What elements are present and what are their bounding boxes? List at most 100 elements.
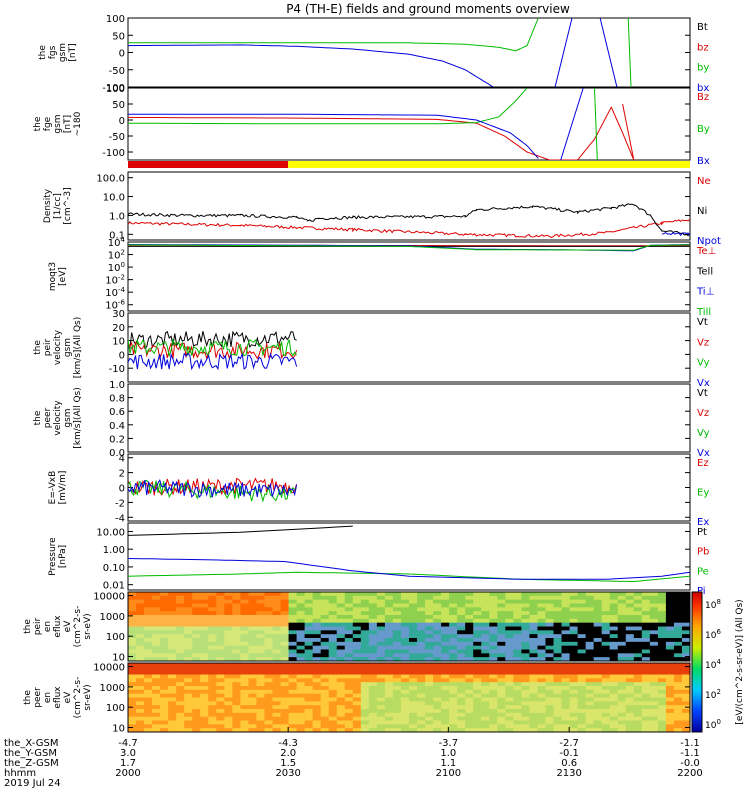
spectro-cell [184, 657, 193, 661]
spectro-cell [192, 670, 201, 676]
spectro-cell [336, 603, 346, 608]
spectro-cell [545, 618, 555, 624]
spectro-cell [224, 599, 233, 605]
spectro-cell [176, 709, 185, 714]
spectro-cell [160, 615, 169, 620]
spectro-cell [280, 678, 290, 683]
spectro-cell [449, 626, 458, 631]
spectro-cell [457, 716, 466, 722]
spectro-cell [320, 649, 330, 654]
spectro-cell [601, 674, 611, 679]
spectro-cell [128, 701, 137, 706]
spectro-cell [641, 592, 651, 597]
spectro-cell [577, 678, 587, 683]
spectro-cell [473, 724, 482, 729]
spectro-cell [216, 634, 225, 639]
spectro-cell [657, 653, 667, 658]
spectro-cell [368, 611, 378, 616]
spectro-cell [352, 693, 362, 699]
spectro-cell [136, 649, 145, 654]
series-excursion [622, 103, 635, 160]
spectro-cell [577, 607, 587, 612]
spectro-cell [537, 592, 547, 597]
spectro-cell [160, 634, 169, 639]
spectro-cell [457, 697, 466, 702]
spectro-cell [384, 638, 394, 643]
spectro-cell [681, 663, 690, 668]
spectro-cell [344, 595, 354, 601]
spectro-cell [465, 663, 474, 668]
spectro-cell [136, 724, 145, 729]
spectro-cell [312, 615, 322, 620]
spectro-cell [449, 649, 458, 654]
spectro-cell [601, 682, 611, 687]
spectro-cell [665, 615, 675, 620]
spectro-cell [352, 689, 362, 695]
spectro-cell [336, 645, 346, 651]
spectro-cell [633, 682, 643, 687]
spectro-cell [641, 678, 651, 683]
spectro-cell [633, 653, 643, 658]
spectro-cell [433, 682, 442, 687]
spectro-cell [336, 670, 346, 676]
spectro-cell [593, 670, 603, 676]
spectro-cell [497, 611, 506, 616]
spectro-cell [184, 607, 193, 612]
spectro-cell [160, 709, 169, 714]
spectro-cell [288, 603, 298, 608]
spectro-cell [360, 720, 370, 725]
spectro-cell [168, 670, 177, 676]
spectro-cell [425, 611, 434, 616]
spectro-cell [609, 630, 619, 635]
spectro-cell [176, 611, 185, 616]
spectro-cell [136, 626, 145, 631]
spectro-cell [425, 689, 434, 695]
spectro-cell [384, 607, 394, 612]
spectro-cell [344, 622, 354, 628]
spectro-cell [473, 618, 482, 624]
spectro-cell [489, 686, 498, 691]
spectro-cell [248, 638, 258, 643]
series-group [128, 88, 635, 160]
spectro-cell [336, 649, 346, 654]
spectro-cell [184, 595, 193, 601]
spectro-cell [489, 720, 498, 725]
spectro-cell [617, 653, 627, 658]
spectro-cell [609, 701, 619, 706]
spectro-cell [208, 592, 217, 597]
spectro-cell [585, 701, 595, 706]
spectro-cell [336, 716, 346, 722]
series-group [128, 18, 632, 87]
spectro-cell [601, 720, 611, 725]
spectro-cell [497, 645, 506, 651]
spectro-cell [545, 607, 555, 612]
spectro-cell [336, 634, 346, 639]
spectro-cell [473, 611, 482, 616]
spectro-cell [320, 653, 330, 658]
y-tick-label: 100 [108, 261, 125, 274]
series-Pt [128, 525, 353, 536]
spectro-cell [641, 599, 651, 605]
spectro-cell [521, 716, 531, 722]
spectro-cell [465, 686, 474, 691]
spectro-cell [152, 666, 161, 672]
spectro-cell [577, 716, 587, 722]
spectro-cell [152, 645, 161, 651]
spectrogram-peer_eflux [128, 663, 690, 732]
spectro-cell [473, 705, 482, 710]
spectro-cell [673, 634, 683, 639]
spectro-cell [649, 686, 659, 691]
spectro-cell [224, 595, 233, 601]
spectro-cell [553, 724, 563, 729]
spectro-cell [144, 697, 153, 702]
spectro-cell [328, 689, 338, 695]
spectro-cell [288, 618, 298, 624]
spectro-cell [344, 724, 354, 729]
spectro-cell [489, 678, 498, 683]
spectro-cell [304, 607, 314, 612]
spectro-cell [208, 634, 217, 639]
spectro-cell [441, 649, 450, 654]
spectro-cell [248, 615, 258, 620]
y-tick-label: 1.0 [109, 380, 125, 391]
spectro-cell [152, 649, 161, 654]
